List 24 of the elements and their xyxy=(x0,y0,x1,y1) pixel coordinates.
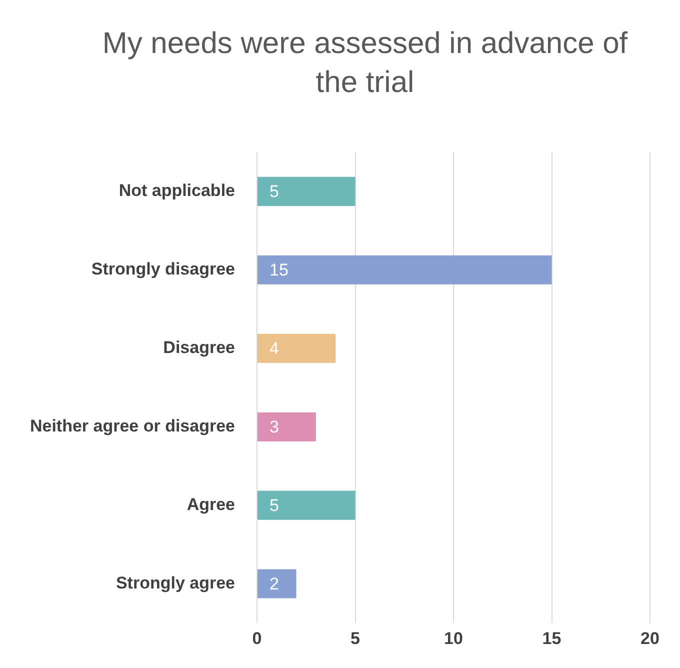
bar xyxy=(258,255,552,284)
x-tick-label: 15 xyxy=(542,628,562,648)
y-tick-label: Disagree xyxy=(163,338,235,358)
y-tick-label: Strongly agree xyxy=(116,573,235,592)
y-tick-label: Neither agree or disagree xyxy=(30,416,235,436)
x-tick-label: 5 xyxy=(350,628,360,648)
data-label: 4 xyxy=(270,339,279,358)
x-tick-label: 0 xyxy=(252,628,262,648)
data-label: 3 xyxy=(270,418,279,437)
data-label: 5 xyxy=(270,182,279,202)
data-label: 2 xyxy=(270,574,279,594)
y-tick-label: Agree xyxy=(186,494,235,514)
y-tick-label: Strongly disagree xyxy=(91,260,235,279)
bar xyxy=(258,569,296,598)
x-tick-label: 10 xyxy=(444,628,463,648)
bar xyxy=(258,490,356,520)
y-tick-label: Not applicable xyxy=(118,181,235,200)
bar xyxy=(258,412,316,442)
chart-title: My needs were assessed in advance of the trial xyxy=(101,26,629,101)
data-label: 5 xyxy=(270,496,279,515)
x-tick-label: 20 xyxy=(640,628,660,648)
bar xyxy=(258,334,336,363)
bar xyxy=(258,176,356,206)
data-label: 15 xyxy=(270,260,288,280)
